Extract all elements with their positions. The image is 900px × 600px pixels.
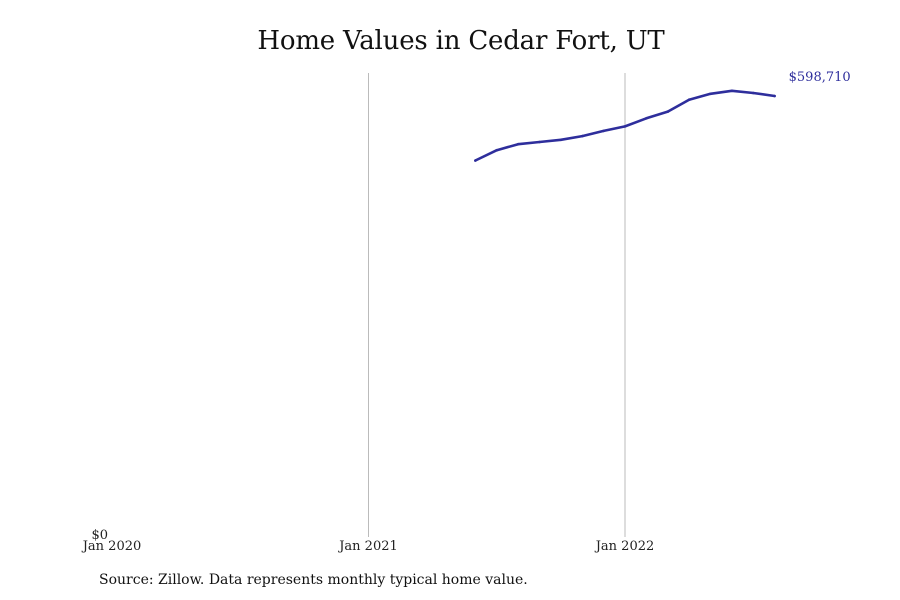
- data-point: [752, 91, 755, 95]
- chart-title: Home Values in Cedar Fort, UT: [257, 26, 665, 56]
- data-point: [602, 129, 605, 133]
- data-point: [516, 142, 520, 146]
- data-point: [495, 148, 499, 152]
- x-tick-label: Jan 2021: [337, 539, 398, 554]
- source-note: Source: Zillow. Data represents monthly …: [99, 572, 528, 588]
- end-value-label: $598,710: [789, 70, 851, 85]
- data-point: [687, 98, 691, 101]
- data-point: [709, 92, 712, 96]
- end-label-group: $598,710: [789, 70, 851, 85]
- data-point: [538, 140, 541, 144]
- data-point: [773, 94, 776, 98]
- data-point: [474, 159, 477, 162]
- gridlines: [368, 73, 626, 537]
- x-tick-label: Jan 2022: [594, 539, 655, 554]
- data-point: [623, 125, 627, 128]
- x-axis-tick-labels: Jan 2020 Jan 2021 Jan 2022: [81, 539, 655, 554]
- series-group: [474, 89, 776, 162]
- data-point: [730, 89, 734, 93]
- data-point: [559, 138, 563, 142]
- data-point: [645, 117, 648, 120]
- y-axis-tick-labels: $0: [91, 528, 108, 543]
- y-tick-label: $0: [91, 528, 108, 543]
- data-point: [666, 110, 670, 113]
- x-tick-label: Jan 2020: [81, 539, 142, 554]
- data-point: [581, 134, 584, 138]
